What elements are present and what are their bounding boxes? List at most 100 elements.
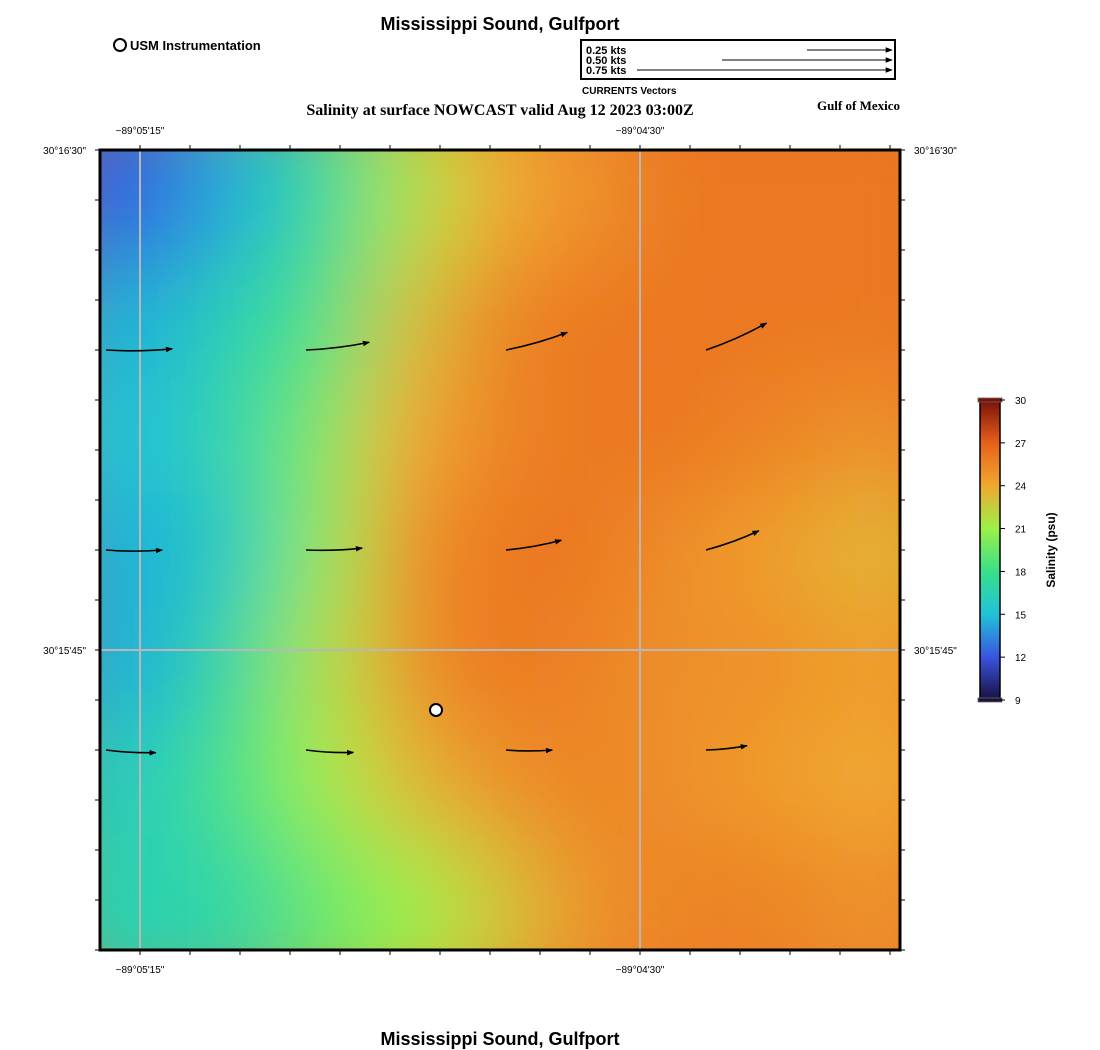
heatmap-cell — [188, 492, 279, 609]
graticule — [100, 150, 900, 950]
current-vector-arrow — [705, 322, 768, 351]
heatmap-cell — [100, 264, 190, 380]
current-vector-arrow — [505, 331, 568, 351]
heatmap-cell — [100, 150, 190, 266]
heatmap-cell — [277, 150, 368, 266]
heatmap-cell — [722, 721, 813, 837]
station-marker[interactable] — [429, 703, 443, 717]
vector-scale-label: 0.50 kts — [586, 55, 626, 67]
heatmap-cell — [366, 492, 457, 609]
heatmap-cell — [633, 378, 724, 494]
colorbar-tick-label: 24 — [1015, 482, 1027, 493]
heatmap-cell — [455, 378, 546, 494]
heatmap-cell — [366, 378, 457, 494]
heatmap-cell — [366, 150, 457, 266]
current-vector-arrow — [105, 547, 163, 554]
heatmap-cell — [100, 378, 190, 494]
colorbar-tick-label: 27 — [1015, 439, 1027, 450]
heatmap-cell — [366, 721, 457, 837]
right-lat-label-2: 30°15'45" — [914, 646, 957, 657]
current-vector-arrow — [105, 346, 173, 353]
salinity-heatmap — [100, 150, 900, 950]
heatmap-cell — [100, 721, 190, 837]
heatmap-cell — [811, 264, 900, 380]
heatmap-cell — [188, 835, 279, 950]
colorbar-label: Salinity (psu) — [1044, 512, 1058, 587]
station-legend-icon — [113, 38, 127, 52]
footer-title: Mississippi Sound, Gulfport — [380, 1029, 619, 1049]
colorbar: 30 27 24 21 18 15 12 9 Salinity (psu) — [977, 396, 1058, 707]
heatmap-cell — [633, 492, 724, 609]
heatmap-cell — [455, 150, 546, 266]
heatmap-cell — [455, 835, 546, 950]
current-vector-arrow — [305, 749, 355, 756]
heatmap-cell — [811, 607, 900, 723]
heatmap-cell — [100, 607, 190, 723]
heatmap-cell — [455, 607, 546, 723]
vector-scale-label: 0.25 kts — [586, 45, 626, 57]
current-vector-arrow — [305, 545, 363, 552]
colorbar-top-cap — [977, 397, 1003, 403]
heatmap-cell — [188, 607, 279, 723]
current-vector-arrow — [105, 749, 157, 756]
map-title: Mississippi Sound, Gulfport — [380, 14, 619, 34]
heatmap-cell — [100, 835, 190, 950]
heatmap-cell — [188, 264, 279, 380]
current-vector-arrow — [505, 539, 563, 551]
heatmap-cell — [633, 835, 724, 950]
heatmap-cell — [455, 264, 546, 380]
left-lat-label-1: 30°16'30" — [43, 146, 86, 157]
vector-scale-caption: CURRENTS Vectors — [582, 86, 677, 97]
heatmap-cell — [722, 835, 813, 950]
heatmap-cell — [544, 264, 635, 380]
axis-labels: −89°05'15" −89°04'30" −89°05'15" −89°04'… — [43, 126, 957, 976]
heatmap-cell — [366, 835, 457, 950]
heatmap-cell — [544, 721, 635, 837]
current-vector-arrow — [505, 747, 553, 754]
map-subtitle: Salinity at surface NOWCAST valid Aug 12… — [306, 102, 693, 119]
heatmap-cell — [277, 835, 368, 950]
heatmap-cell — [277, 264, 368, 380]
heatmap-cell — [188, 721, 279, 837]
heatmap-cell — [811, 835, 900, 950]
colorbar-tick-label: 30 — [1015, 396, 1027, 407]
heatmap-cell — [366, 264, 457, 380]
bottom-lon-label-1: −89°05'15" — [116, 965, 165, 976]
heatmap-cell — [544, 835, 635, 950]
station-legend-label: USM Instrumentation — [130, 38, 261, 53]
current-vectors — [105, 322, 768, 756]
heatmap-cell — [455, 492, 546, 609]
heatmap-cell — [633, 607, 724, 723]
heatmap-cell — [722, 378, 813, 494]
heatmap-cell — [188, 150, 279, 266]
heatmap-cell — [811, 721, 900, 837]
heatmap-cell — [277, 607, 368, 723]
heatmap-cell — [544, 378, 635, 494]
colorbar-bottom-cap — [977, 697, 1003, 703]
top-lon-label-2: −89°04'30" — [616, 126, 665, 137]
heatmap-cell — [544, 150, 635, 266]
current-vector-arrow — [305, 340, 370, 351]
heatmap-cell — [722, 264, 813, 380]
heatmap-cell — [633, 150, 724, 266]
heatmap-cell — [722, 607, 813, 723]
heatmap-cell — [811, 150, 900, 266]
colorbar-tick-label: 21 — [1015, 525, 1027, 536]
heatmap-cell — [366, 607, 457, 723]
current-vector-arrow — [705, 530, 760, 551]
region-label: Gulf of Mexico — [817, 98, 900, 113]
heatmap-cell — [455, 721, 546, 837]
colorbar-tick-label: 9 — [1015, 696, 1021, 707]
vector-scale-label: 0.75 kts — [586, 65, 626, 77]
top-lon-label-1: −89°05'15" — [116, 126, 165, 137]
right-lat-label-1: 30°16'30" — [914, 146, 957, 157]
heatmap-cell — [633, 721, 724, 837]
heatmap-cell — [277, 378, 368, 494]
heatmap-cell — [277, 721, 368, 837]
heatmap-cell — [544, 492, 635, 609]
colorbar-gradient — [979, 399, 1001, 701]
bottom-lon-label-2: −89°04'30" — [616, 965, 665, 976]
heatmap-cell — [722, 492, 813, 609]
colorbar-tick-label: 15 — [1015, 610, 1027, 621]
